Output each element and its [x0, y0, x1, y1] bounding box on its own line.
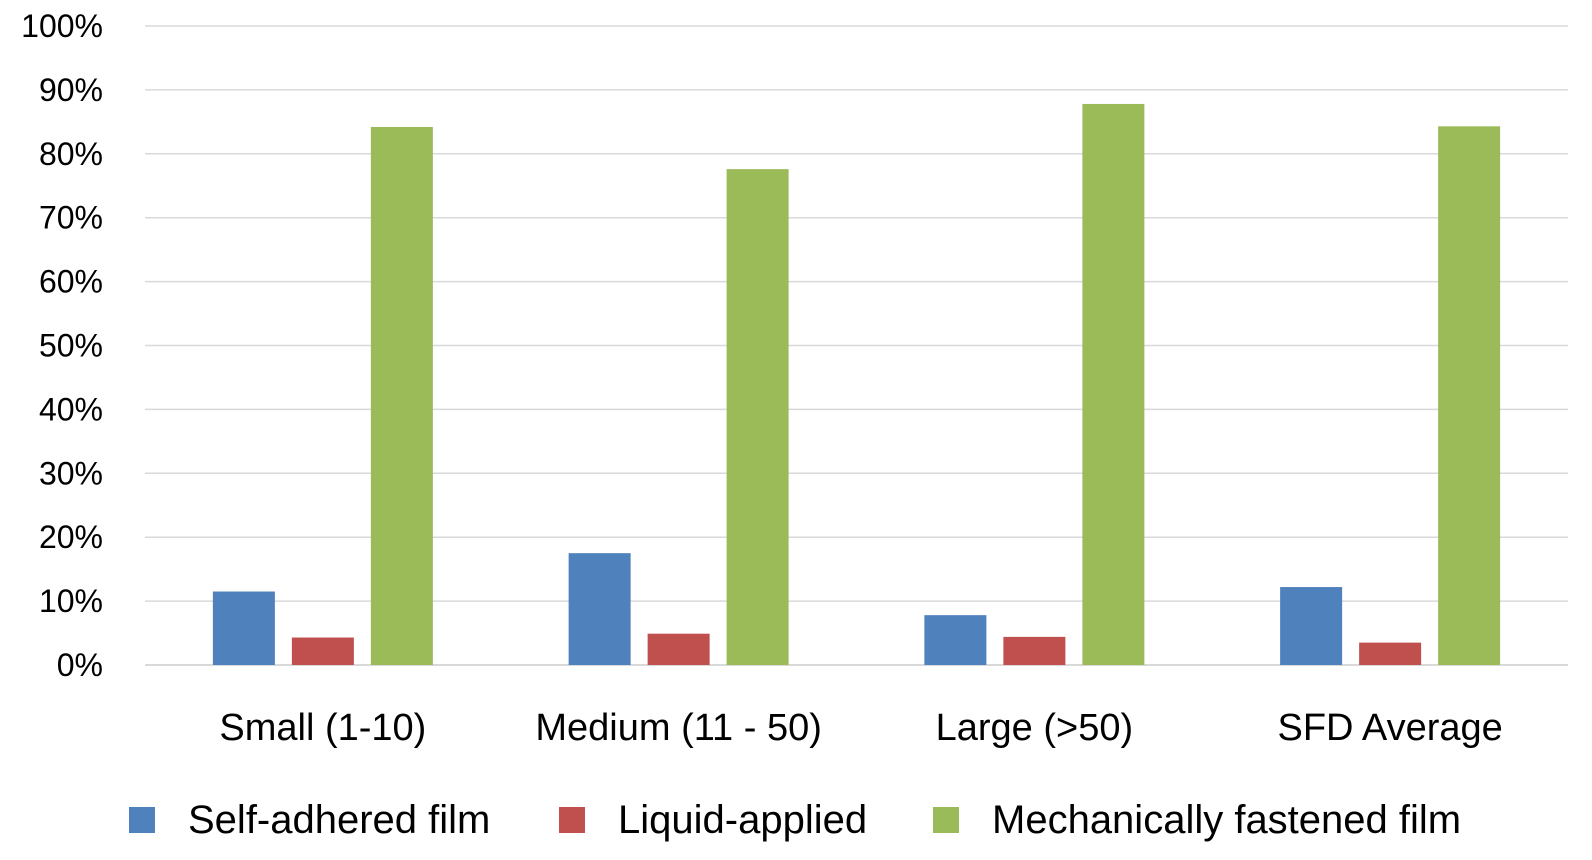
legend-label: Self-adhered film: [188, 798, 490, 842]
y-tick-label: 40%: [39, 391, 103, 427]
bar: [1003, 636, 1066, 665]
x-category-label: Medium (11 - 50): [535, 707, 822, 749]
x-axis-categories: Small (1-10) Medium (11 - 50) Large (>50) S…: [219, 707, 1502, 749]
bar-group: [1280, 126, 1501, 665]
legend-swatch: [559, 807, 585, 833]
x-category-label: Large (>50): [936, 707, 1134, 749]
bar: [291, 637, 354, 665]
y-tick-label: 80%: [39, 136, 103, 172]
x-category-label: Small (1-10): [219, 707, 426, 749]
legend-swatch: [129, 807, 155, 833]
bar: [647, 633, 710, 665]
y-tick-label: 10%: [39, 583, 103, 619]
y-tick-label: 0%: [57, 647, 103, 683]
bar-group: [924, 103, 1145, 665]
legend-item: Self-adhered film: [129, 798, 490, 842]
legend-item: Liquid-applied: [559, 798, 867, 842]
bar: [1438, 126, 1501, 665]
bar: [1280, 587, 1343, 665]
y-tick-label: 100%: [21, 8, 103, 44]
bar-group: [568, 169, 789, 666]
bar: [1359, 642, 1422, 665]
y-tick-label: 50%: [39, 328, 103, 364]
y-tick-label: 90%: [39, 72, 103, 108]
legend-item: Mechanically fastened film: [933, 798, 1461, 842]
bar: [1082, 103, 1145, 665]
y-tick-label: 20%: [39, 519, 103, 555]
y-axis-ticks: 0% 10% 20% 30% 40% 50% 60% 70% 80% 90% 100%: [21, 8, 103, 683]
bar: [924, 615, 987, 665]
bar: [568, 553, 631, 665]
gridlines: [145, 25, 1568, 666]
bar: [726, 169, 789, 666]
y-tick-label: 70%: [39, 200, 103, 236]
y-tick-label: 60%: [39, 264, 103, 300]
x-category-label: SFD Average: [1277, 707, 1502, 749]
legend-swatch: [933, 807, 959, 833]
bar: [212, 591, 275, 665]
bar: [370, 126, 433, 666]
legend-label: Mechanically fastened film: [992, 798, 1461, 842]
legend-label: Liquid-applied: [618, 798, 867, 842]
legend: Self-adhered film Liquid-applied Mechanica…: [129, 798, 1461, 842]
bars: [212, 103, 1501, 666]
bar-group: [212, 126, 433, 666]
y-tick-label: 30%: [39, 455, 103, 491]
